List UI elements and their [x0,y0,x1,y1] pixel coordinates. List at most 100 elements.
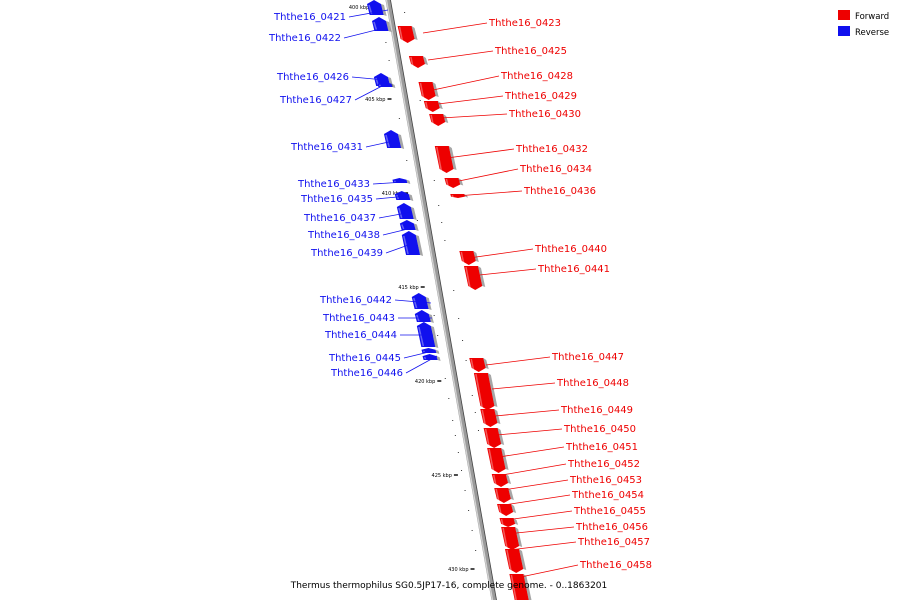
gene-block-shade [508,488,514,500]
gene-block-shade [411,26,418,40]
axis-dot [468,510,470,511]
gene-block-Ththe16_0451 [487,448,506,473]
gene-leader-line [496,428,563,436]
gene-label-Ththe16_0453: Ththe16_0453 [569,475,642,486]
gene-label-Ththe16_0442: Ththe16_0442 [319,295,392,306]
gene-block-shade [408,194,414,201]
genome-axis-highlight [385,0,494,600]
gene-label-Ththe16_0458: Ththe16_0458 [579,560,652,571]
gene-label-Ththe16_0434: Ththe16_0434 [519,164,592,175]
gene-block-Ththe16_0449 [480,409,498,427]
axis-dot [433,180,435,181]
gene-block-Ththe16_0446 [422,354,438,360]
gene-block-Ththe16_0444 [416,322,436,347]
gene-block-Ththe16_0454 [497,504,514,516]
gene-leader-line [403,350,434,359]
gene-block-highlight [506,549,512,573]
gene-label-Ththe16_0457: Ththe16_0457 [577,537,650,548]
gene-label-Ththe16_0425: Ththe16_0425 [494,46,567,57]
gene-block-highlight [418,326,425,347]
axis-dot [474,412,476,413]
gene-label-Ththe16_0444: Ththe16_0444 [324,330,397,341]
axis-dot [461,470,463,471]
axis-tick-label: 420 kbp [415,379,435,385]
gene-block-shade [435,349,440,354]
gene-leader-line [365,139,399,148]
gene-block-Ththe16_0458 [509,574,529,600]
gene-label-Ththe16_0440: Ththe16_0440 [534,244,607,255]
gene-block-shade [494,409,501,424]
gene-leader-line [485,356,551,366]
gene-block-shade [386,21,392,32]
gene-block-Ththe16_0435 [394,191,411,200]
gene-block-highlight [430,114,434,126]
axis-dot [404,12,406,13]
gene-leader-line [394,299,432,304]
axis-dot [475,550,477,551]
gene-blocks [367,0,532,600]
gene-block-Ththe16_0422 [372,17,389,31]
gene-block-highlight [398,207,403,219]
gene-block-Ththe16_0455 [499,518,516,527]
gene-leader-line [498,446,565,458]
gene-label-Ththe16_0427: Ththe16_0427 [279,95,352,106]
gene-block-Ththe16_0441 [463,266,483,290]
axis-dot [471,395,473,396]
gene-leader-line [422,22,488,34]
gene-block-shade [397,134,405,149]
gene-block-Ththe16_0429 [423,101,440,112]
gene-label-Ththe16_0421: Ththe16_0421 [273,12,346,23]
gene-block-Ththe16_0447 [469,358,486,372]
gene-block-Ththe16_0430 [429,114,446,126]
gene-block-shade [477,266,486,287]
gene-block-shade [428,314,434,323]
gene-leader-line [468,248,534,259]
gene-block-shade [410,207,417,220]
gene-block-highlight [470,358,475,372]
axis-dot [398,118,400,119]
gene-leader-line [348,9,389,18]
gene-label-Ththe16_0439: Ththe16_0439 [310,248,383,259]
gene-block-shade [511,504,517,513]
gene-block-Ththe16_0427 [377,82,393,87]
legend-forward-label: Forward [855,12,889,22]
genome-caption: Thermus thermophilus SG0.5JP17-16, compl… [290,581,608,591]
gene-leader-line [372,181,406,185]
axis-dot [441,222,443,223]
gene-leader-line [351,76,386,81]
gene-block-Ththe16_0442 [411,293,429,309]
gene-block-highlight [500,518,504,527]
axis-dot [462,340,464,341]
axis-dot [458,318,460,319]
gene-leader-line [427,50,494,61]
axis-dot [433,315,435,316]
gene-block-Ththe16_0437 [396,203,414,219]
gene-block-highlight [398,26,404,43]
gene-label-Ththe16_0436: Ththe16_0436 [523,186,596,197]
gene-block-Ththe16_0450 [483,428,502,448]
gene-block-highlight [410,56,414,68]
gene-leader-line [385,242,415,254]
gene-label-Ththe16_0432: Ththe16_0432 [515,144,588,155]
gene-block-Ththe16_0453 [494,488,511,503]
gene-block-highlight [401,224,405,230]
gene-block-highlight [385,134,390,148]
gene-block-Ththe16_0431 [383,130,402,148]
gene-leader-line [343,27,385,39]
gene-label-Ththe16_0454: Ththe16_0454 [571,490,644,501]
gene-label-Ththe16_0452: Ththe16_0452 [567,459,640,470]
gene-label-Ththe16_0429: Ththe16_0429 [504,91,577,102]
gene-block-shade [437,101,443,110]
gene-block-shade [448,146,457,170]
gene-label-Ththe16_0431: Ththe16_0431 [290,142,363,153]
gene-block-shade [436,356,441,361]
axis-dot [464,490,466,491]
gene-block-shade [497,428,505,445]
gene-block-highlight [373,21,378,31]
gene-block-Ththe16_0448 [473,373,495,410]
gene-label-Ththe16_0443: Ththe16_0443 [322,313,395,324]
gene-block-highlight [445,178,449,188]
axis-tick-label: 430 kbp [448,567,468,573]
axis-tick-label: 415 kbp [398,285,418,291]
